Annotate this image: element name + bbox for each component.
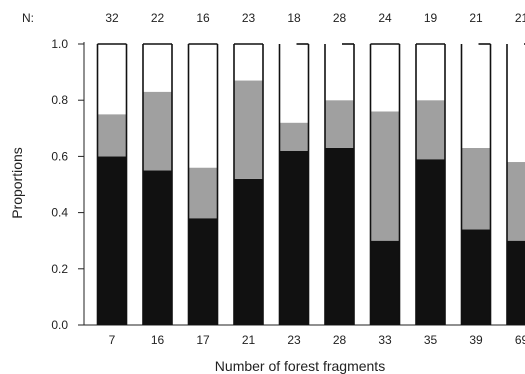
sample-size-labels: N: 32 22 16 23 18 28 24 19 21 21 (22, 11, 525, 25)
bar-segment-16-1 (143, 92, 172, 171)
n-prefix-label: N: (22, 11, 34, 25)
n-label-39: 21 (469, 11, 483, 25)
x-tick-label-21: 21 (242, 333, 256, 347)
bar-segment-35-2 (416, 44, 445, 100)
bar-segment-69-0 (507, 241, 525, 325)
bar-segment-69-1 (507, 162, 525, 241)
bar-segment-17-1 (189, 168, 218, 219)
bar-segment-17-0 (189, 218, 218, 325)
bar-segment-23-0 (280, 151, 309, 325)
x-tick-label-17: 17 (196, 333, 210, 347)
n-label-16: 22 (151, 11, 165, 25)
x-tick-label-16: 16 (151, 333, 165, 347)
bar-segment-23-2 (280, 44, 309, 123)
y-tick-label: 0.2 (51, 262, 68, 276)
bar-segment-33-1 (371, 111, 400, 240)
n-label-69: 21 (515, 11, 525, 25)
n-label-21: 23 (242, 11, 256, 25)
y-ticks: 0.0 0.2 0.4 0.6 0.8 1.0 (51, 37, 84, 332)
bar-segment-21-2 (234, 44, 263, 81)
x-tick-label-23: 23 (287, 333, 301, 347)
bar-segment-16-0 (143, 170, 172, 325)
x-tick-label-69: 69 (515, 333, 525, 347)
bar-segment-21-1 (234, 81, 263, 179)
bar-segment-39-1 (462, 148, 491, 229)
bar-segment-28-1 (325, 100, 354, 148)
bar-segment-21-0 (234, 179, 263, 325)
y-tick-label: 0.6 (51, 149, 68, 163)
y-tick-label: 0.0 (51, 318, 68, 332)
n-label-28: 28 (333, 11, 347, 25)
n-label-7: 32 (105, 11, 119, 25)
x-tick-label-35: 35 (424, 333, 438, 347)
x-tick-label-33: 33 (378, 333, 392, 347)
bars (98, 44, 525, 325)
y-axis-label: Proportions (9, 147, 25, 219)
bar-segment-28-0 (325, 148, 354, 325)
n-label-33: 24 (378, 11, 392, 25)
x-tick-labels: 7 16 17 21 23 28 33 35 39 69 (109, 333, 525, 347)
bar-segment-39-2 (462, 44, 491, 148)
y-tick-label: 0.4 (51, 206, 68, 220)
x-tick-label-7: 7 (109, 333, 116, 347)
bar-segment-33-0 (371, 241, 400, 325)
y-tick-label: 0.8 (51, 93, 68, 107)
n-label-23: 18 (287, 11, 301, 25)
n-label-17: 16 (196, 11, 210, 25)
bar-segment-69-2 (507, 44, 525, 162)
x-axis-label: Number of forest fragments (215, 358, 385, 374)
x-tick-label-39: 39 (469, 333, 483, 347)
bar-segment-7-0 (98, 156, 127, 325)
bar-segment-39-0 (462, 229, 491, 325)
bar-segment-7-1 (98, 114, 127, 156)
x-tick-label-28: 28 (333, 333, 347, 347)
bar-segment-23-1 (280, 123, 309, 151)
bar-segment-35-0 (416, 159, 445, 325)
bar-segment-35-1 (416, 100, 445, 159)
n-label-35: 19 (424, 11, 438, 25)
bar-segment-7-2 (98, 44, 127, 114)
bar-segment-17-2 (189, 44, 218, 168)
y-tick-label: 1.0 (51, 37, 68, 51)
bar-segment-28-2 (325, 44, 354, 100)
bar-segment-16-2 (143, 44, 172, 92)
bar-segment-33-2 (371, 44, 400, 111)
